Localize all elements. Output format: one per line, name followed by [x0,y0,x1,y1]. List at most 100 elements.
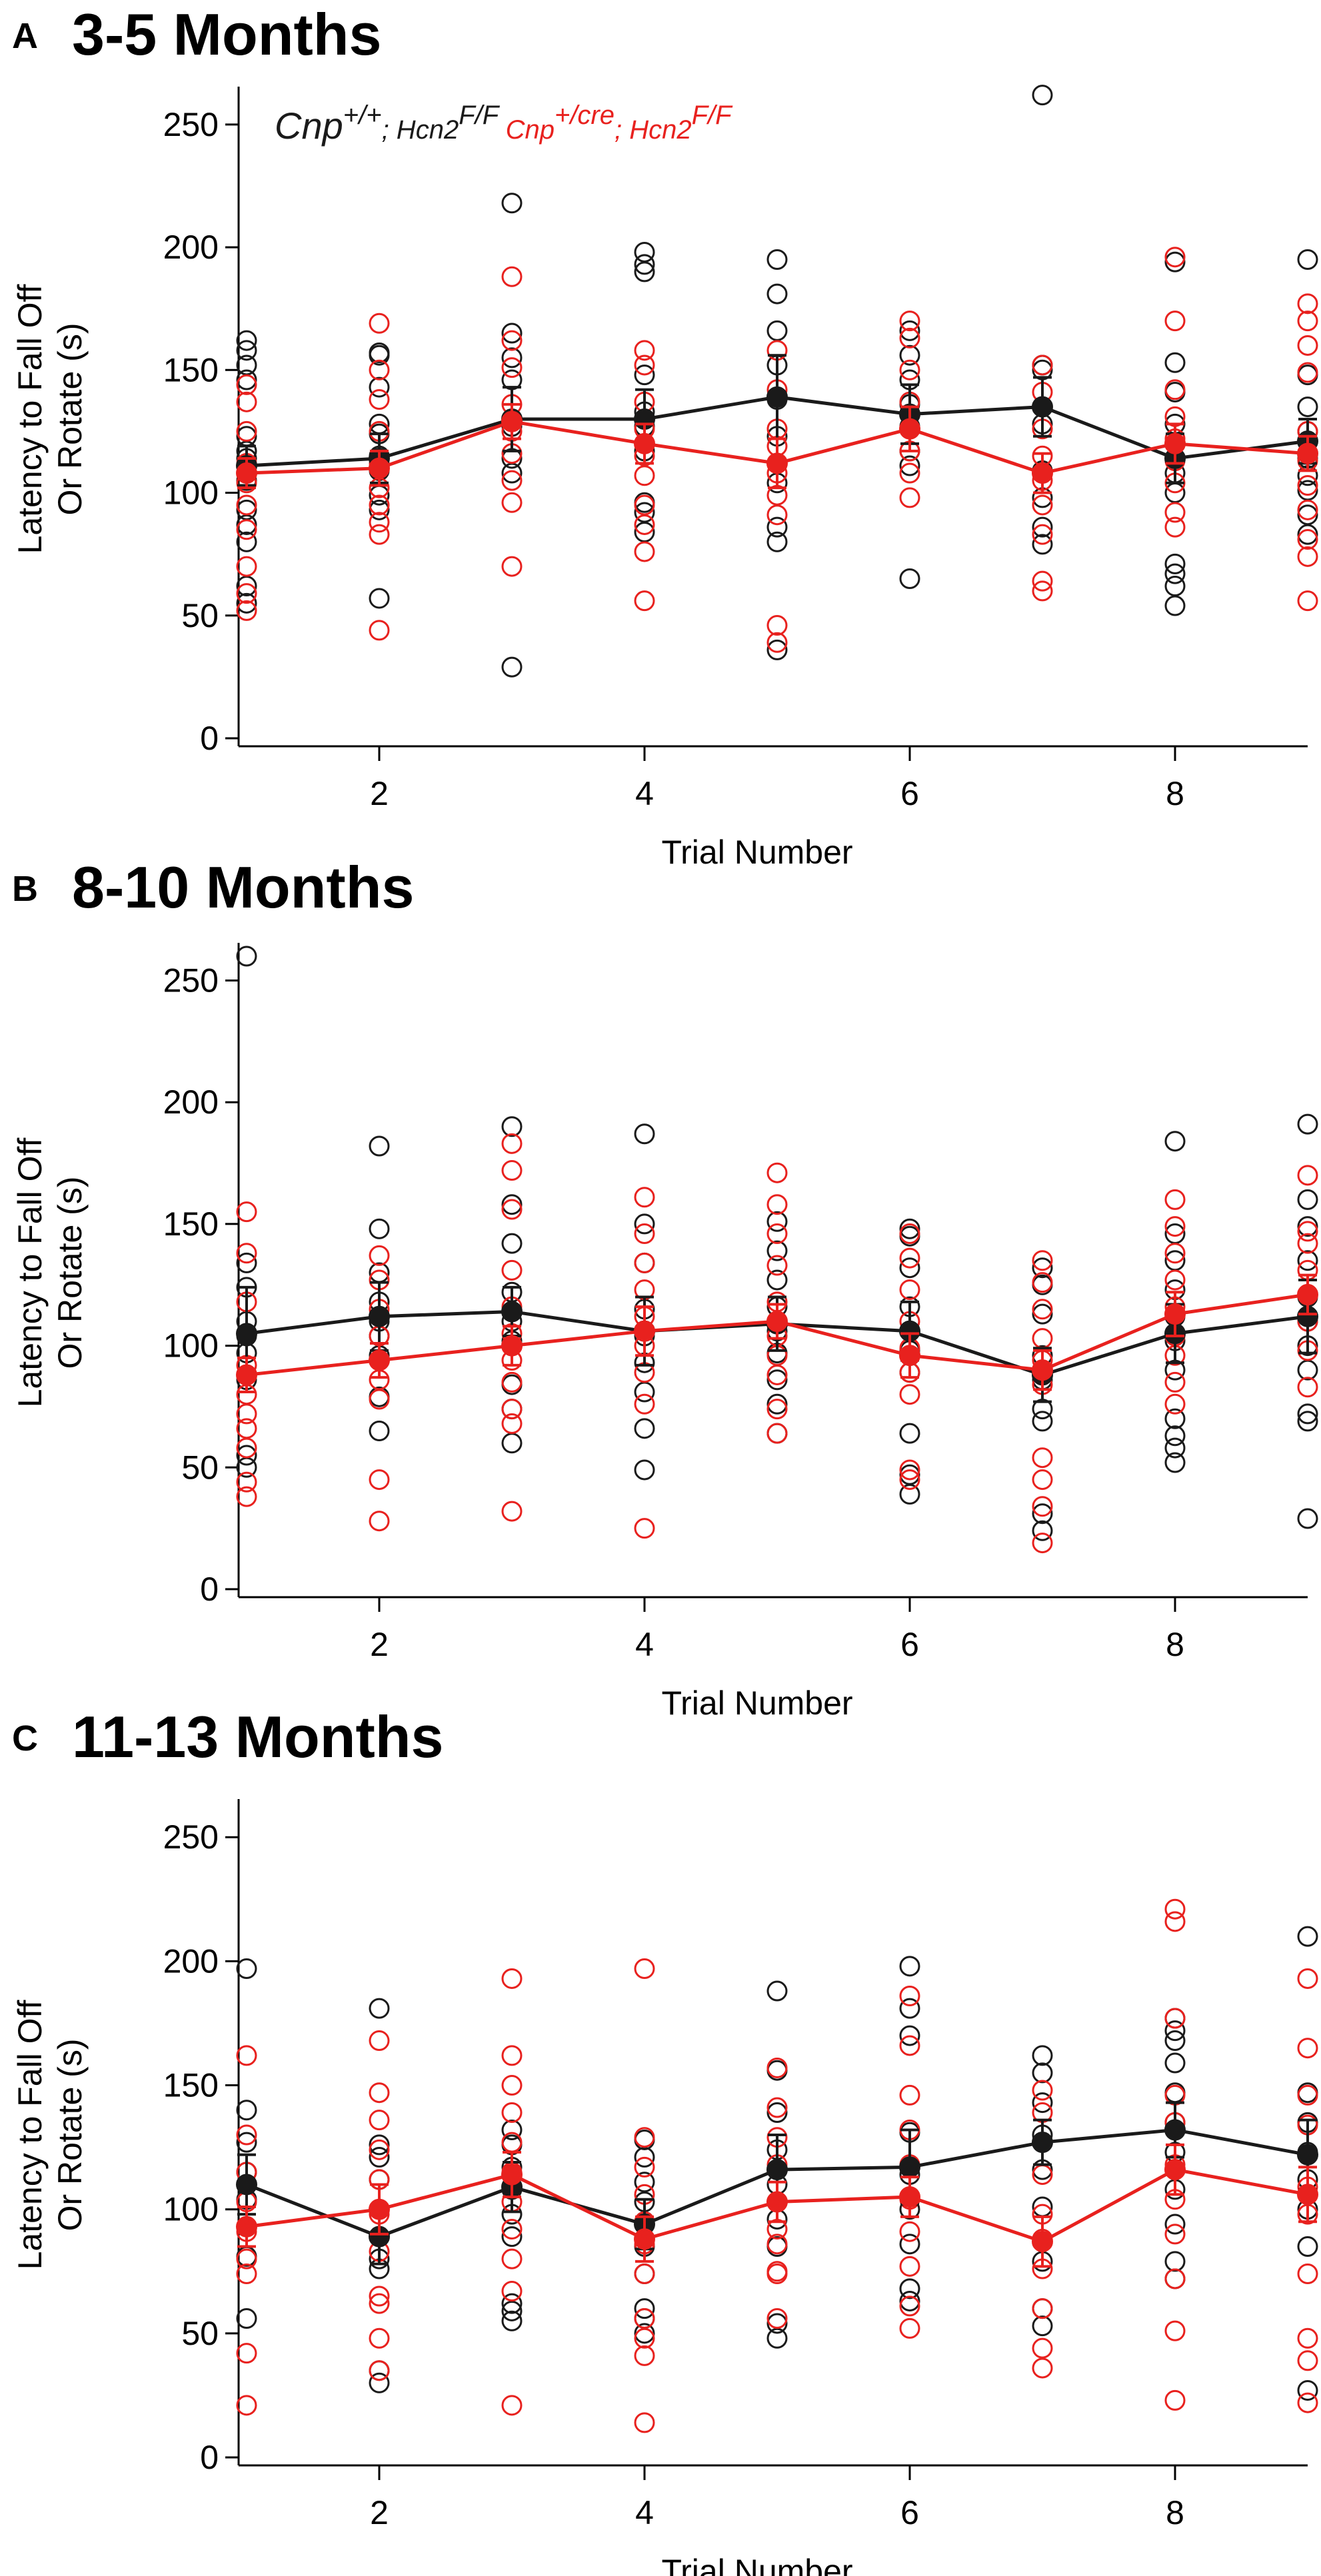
data-point [369,2082,390,2104]
mean-point [1164,2119,1186,2141]
panel-a: A 3-5 Months 0 50 100 150 200 250 2 4 6 8 Trial Numb… [11,1,1318,871]
mean-point [501,410,523,432]
y-tick-label: 200 [163,1942,219,1980]
y-tick-label: 150 [163,351,219,388]
data-point [766,1240,788,1261]
data-point [236,1486,257,1507]
data-point [501,470,523,491]
data-point [236,2248,257,2269]
data-point [1164,2251,1186,2272]
data-point [369,2134,390,2156]
data-point [1297,524,1318,545]
y-tick-label: 150 [163,2067,219,2104]
mean-point [236,1323,257,1345]
data-point [1032,1411,1053,1432]
data-point [634,261,655,283]
data-point [1164,1269,1186,1291]
data-point [1164,2008,1186,2029]
data-point [899,344,920,366]
data-point [1032,85,1053,106]
y-tick-label: 250 [163,962,219,999]
data-point [1032,2045,1053,2066]
data-point [634,2263,655,2284]
data-point [1164,1437,1186,1459]
data-point [1032,1496,1053,1517]
mean-point [501,2164,523,2186]
data-point [501,1194,523,1215]
data-point [766,516,788,538]
data-point [1032,2298,1053,2319]
data-point [1032,2357,1053,2379]
data-point [1297,1216,1318,1237]
data-point [1164,1216,1186,1237]
data-point [236,2343,257,2364]
mean-point [634,432,655,454]
data-point [1297,499,1318,520]
data-point [1297,1359,1318,1381]
data-point [1164,563,1186,584]
x-tick-label: 4 [635,1626,654,1663]
y-tick-label: 50 [181,2315,219,2352]
series-mean-cre [236,2143,1318,2268]
data-point [236,1471,257,1493]
data-point [899,320,920,341]
data-point [236,2100,257,2121]
data-point [899,2317,920,2339]
mean-point [501,1301,523,1323]
data-point [1297,2236,1318,2257]
mean-point [1297,1283,1318,1305]
data-point [236,330,257,351]
data-point [236,592,257,614]
data-point [501,1501,523,1522]
data-point [236,1445,257,1466]
data-point [766,504,788,526]
y-tick-label: 250 [163,1818,219,1856]
data-point [1164,2268,1186,2289]
mean-point [766,452,788,474]
legend-series1-gene1: Cnp [275,105,343,147]
data-point [899,2025,920,2046]
data-point [1032,1533,1053,1554]
data-point [369,1389,390,1410]
data-point [766,2057,788,2078]
data-point [899,1484,920,1505]
data-point [501,347,523,368]
data-point [236,1958,257,1980]
data-point [236,1418,257,1439]
data-point [1164,2214,1186,2235]
data-point [766,1393,788,1415]
panel-letter: B [12,869,38,909]
y-axis-label-line1: Latency to Fall Off [11,1137,49,1407]
data-point [1297,396,1318,418]
y-tick-label: 0 [200,1571,219,1608]
legend-series2-sup2: F/F [692,101,734,130]
y-tick-label: 250 [163,106,219,143]
data-point [236,1252,257,1273]
data-point [766,1980,788,2002]
mean-point [899,418,920,440]
mean-point [634,2228,655,2250]
data-point [766,2308,788,2329]
data-point [501,2248,523,2269]
data-point [1032,570,1053,592]
data-point [1297,2038,1318,2059]
data-point [634,354,655,376]
data-point [1032,580,1053,602]
mean-point [634,1320,655,1342]
data-point [501,357,523,378]
data-point [634,2345,655,2366]
data-point [1032,1328,1053,1349]
data-point [369,2360,390,2381]
data-point [1297,1411,1318,1432]
data-point [634,1518,655,1539]
data-point [1164,576,1186,597]
data-point [236,2132,257,2153]
data-point [766,2327,788,2349]
data-point [1032,1447,1053,1469]
data-point [634,1393,655,1415]
mean-point [369,1349,390,1371]
data-point [634,1223,655,1245]
data-point [766,1369,788,1391]
data-point [369,524,390,545]
data-point [501,2395,523,2416]
